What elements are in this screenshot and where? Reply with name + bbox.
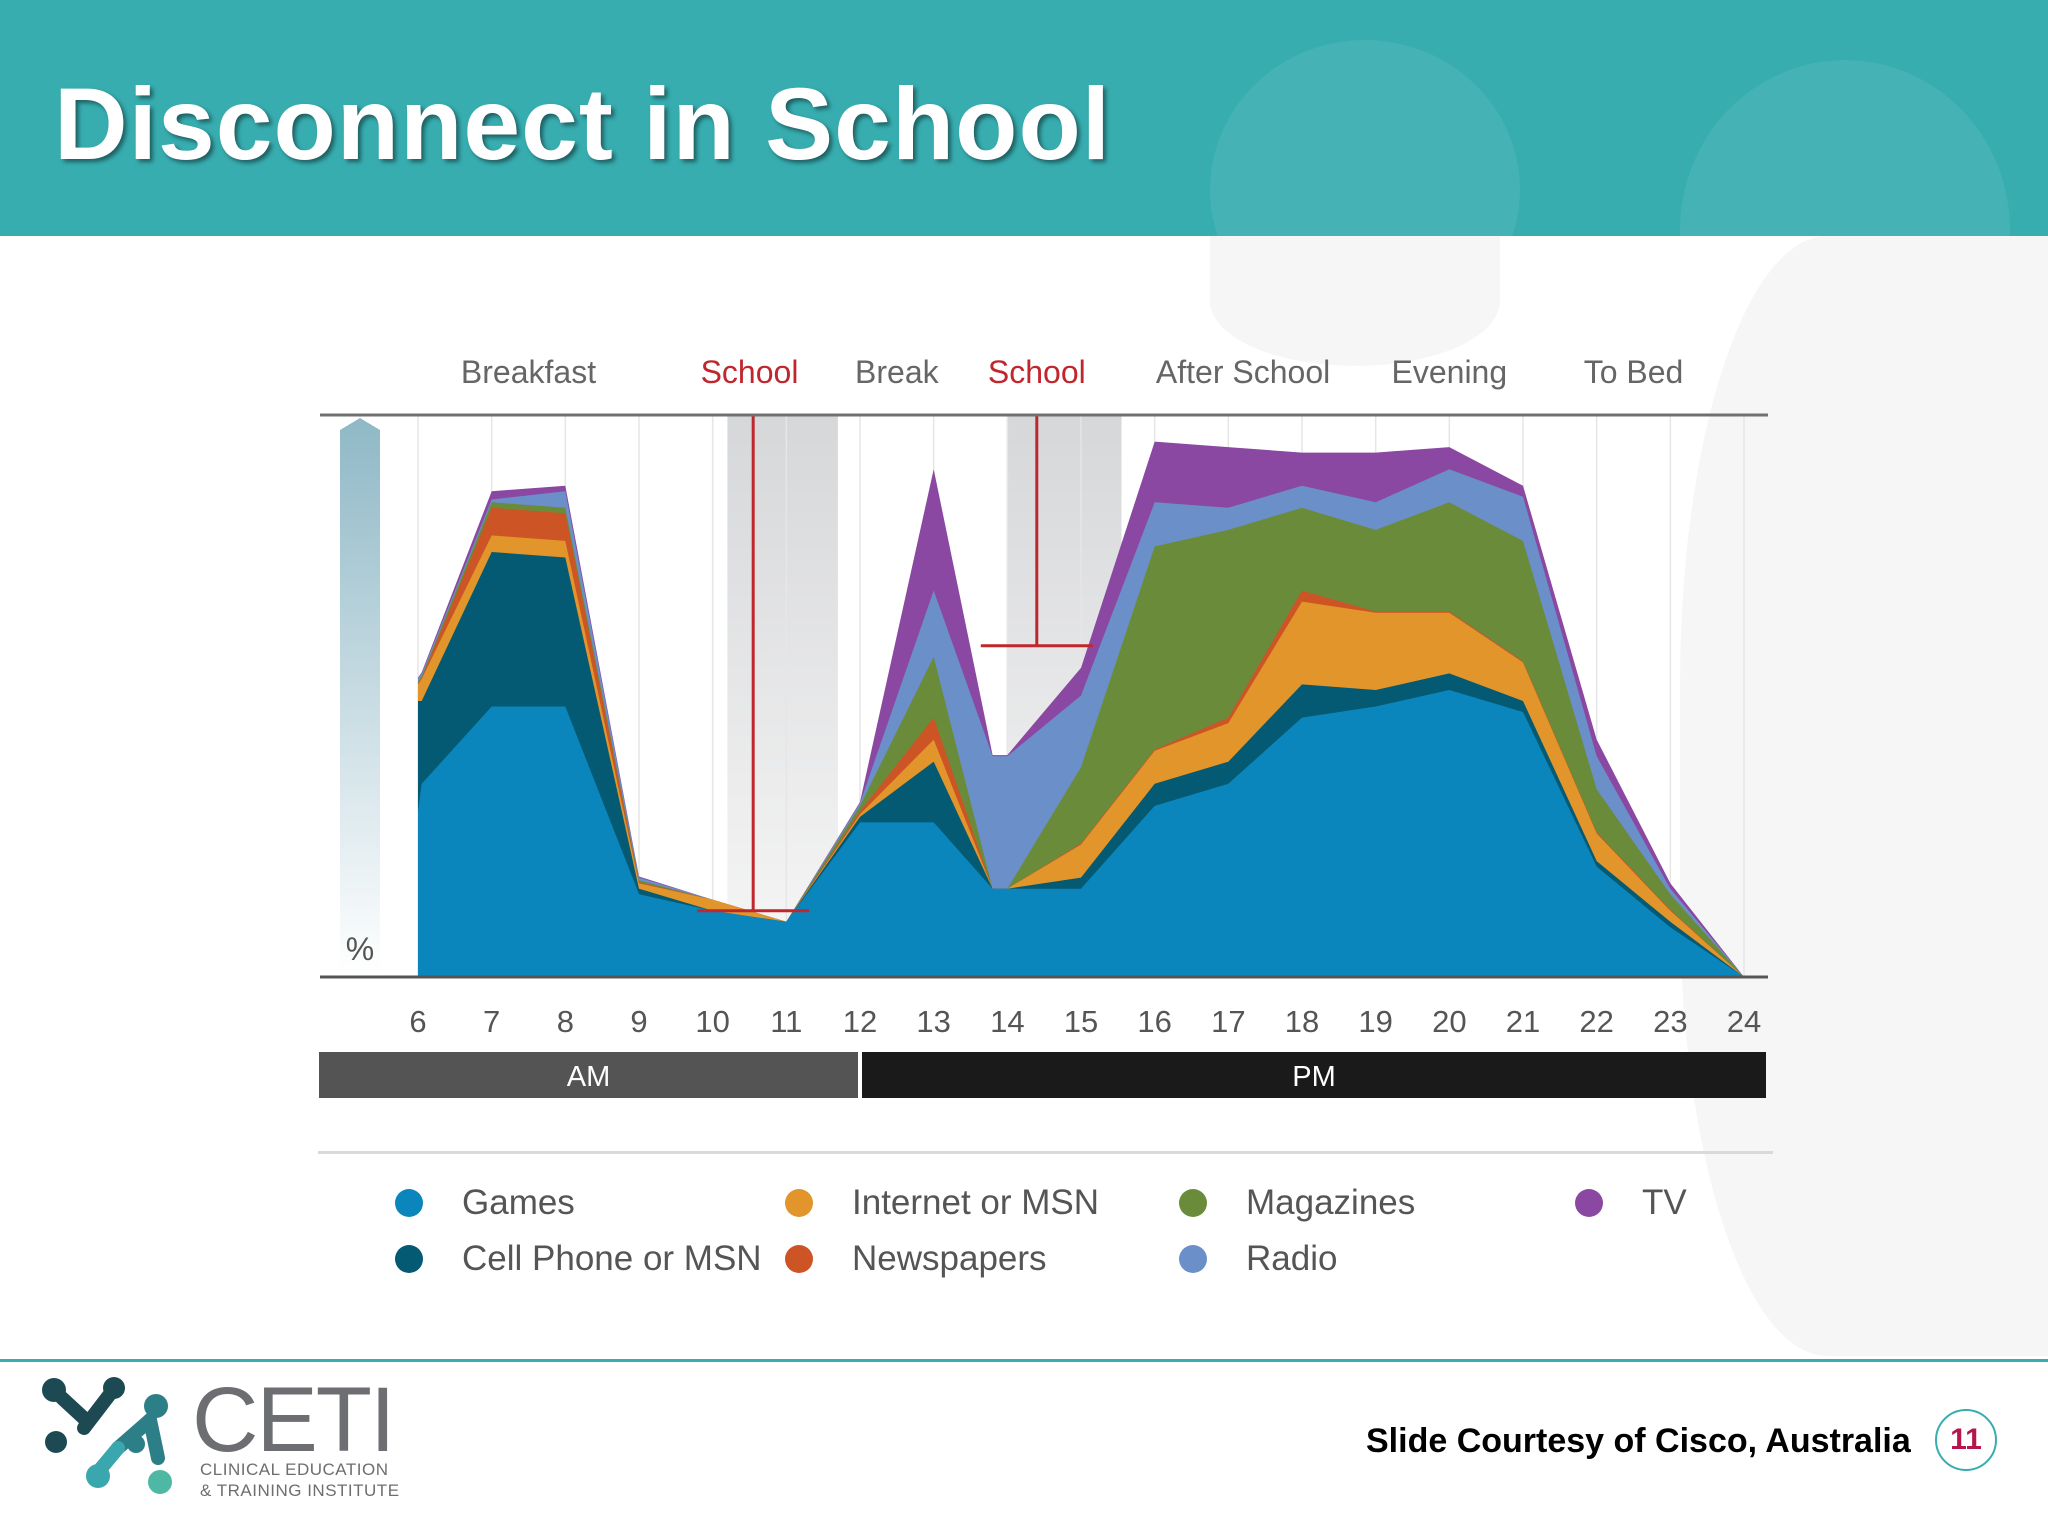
legend-swatch [395,1245,423,1273]
legend-label: Magazines [1246,1183,1416,1222]
period-label: Breakfast [461,354,596,390]
x-tick-label: 22 [1579,1004,1613,1039]
legend-label: Cell Phone or MSN [462,1239,762,1278]
x-tick-label: 19 [1358,1004,1392,1039]
legend-label: Games [462,1183,575,1222]
x-tick-label: 21 [1506,1004,1540,1039]
legend-swatch [785,1189,813,1217]
page-title: Disconnect in School [54,67,1112,181]
y-axis-arrow [340,418,380,975]
page-number-badge: 11 [1935,1409,1997,1471]
day-part-bar [319,1052,858,1098]
legend-swatch [395,1189,423,1217]
header-decoration [1210,40,1520,236]
slide-header: Disconnect in School [0,0,2048,236]
x-tick-label: 15 [1064,1004,1098,1039]
legend-label: Internet or MSN [852,1183,1100,1222]
x-tick-label: 16 [1137,1004,1171,1039]
x-tick-label: 9 [630,1004,647,1039]
period-label: Evening [1392,354,1508,390]
period-label: After School [1156,354,1330,390]
legend-label: Radio [1246,1239,1338,1278]
x-tick-label: 13 [916,1004,950,1039]
period-label: To Bed [1584,354,1684,390]
legend-divider [318,1151,1773,1154]
y-axis-label: % [346,931,374,967]
period-label: School [701,354,799,390]
ceti-logo: CETI CLINICAL EDUCATION & TRAINING INSTI… [40,1370,400,1510]
logo-subtitle: & TRAINING INSTITUTE [200,1481,400,1500]
x-tick-label: 11 [770,1004,802,1039]
period-label: School [988,354,1086,390]
x-tick-label: 14 [990,1004,1024,1039]
legend-label: TV [1642,1183,1687,1222]
x-tick-label: 18 [1285,1004,1319,1039]
logo-mark-icon [42,1377,172,1494]
slide-credit: Slide Courtesy of Cisco, Australia [1366,1422,1911,1460]
period-label: Break [855,354,940,390]
x-tick-label: 20 [1432,1004,1466,1039]
day-part-label: AM [567,1061,611,1093]
footer-divider [0,1359,2048,1362]
x-tick-label: 10 [695,1004,729,1039]
logo-subtitle: CLINICAL EDUCATION [200,1460,389,1479]
day-part-label: PM [1292,1061,1336,1093]
logo-name: CETI [192,1369,396,1471]
legend-swatch [1575,1189,1603,1217]
header-decoration [1680,60,2010,236]
day-part-bar [862,1052,1766,1098]
chart-legend: Games Cell Phone or MSN Internet or MSN New… [395,1178,1815,1298]
area-series-games [418,690,1744,977]
x-tick-label: 12 [843,1004,877,1039]
legend-swatch [1179,1245,1207,1273]
x-tick-label: 6 [409,1004,426,1039]
legend-label: Newspapers [852,1239,1047,1278]
x-tick-label: 17 [1211,1004,1245,1039]
x-tick-label: 24 [1727,1004,1761,1039]
x-tick-label: 7 [483,1004,500,1039]
legend-swatch [1179,1189,1207,1217]
x-tick-label: 8 [557,1004,574,1039]
legend-swatch [785,1245,813,1273]
chart: Breakfast School Break School After School Ev… [319,354,1768,1098]
x-tick-label: 23 [1653,1004,1687,1039]
